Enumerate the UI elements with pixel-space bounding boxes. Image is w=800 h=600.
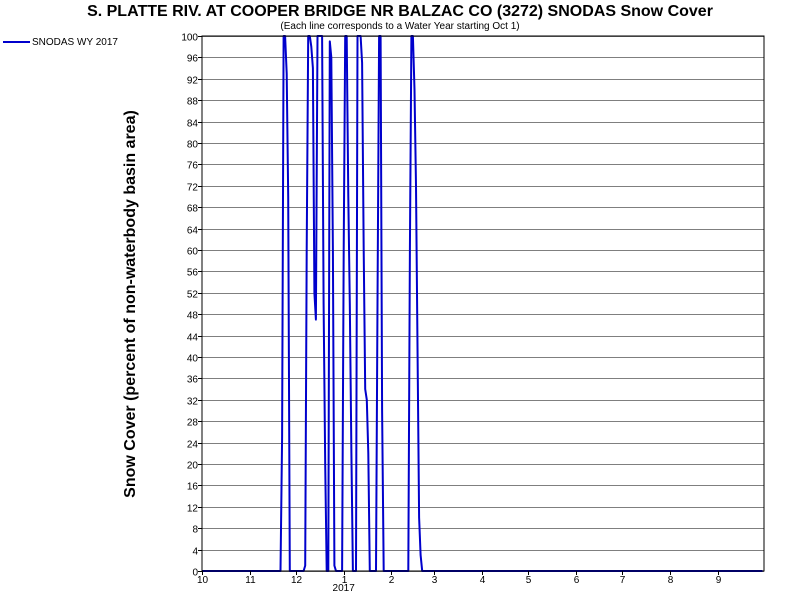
y-axis-ticks: 0481216202428323640444852566064687276808… [181, 33, 202, 579]
y-tick-label: 48 [187, 311, 199, 322]
legend-label: SNODAS WY 2017 [32, 37, 118, 48]
y-tick-label: 100 [181, 33, 198, 44]
x-tick-label: 1 [342, 575, 348, 586]
x-tick-label: 9 [716, 575, 722, 586]
y-tick-label: 0 [192, 568, 198, 579]
x-tick-label: 3 [432, 575, 438, 586]
chart-title: S. PLATTE RIV. AT COOPER BRIDGE NR BALZA… [87, 3, 713, 20]
x-tick-label: 8 [668, 575, 674, 586]
x-tick-label: 5 [526, 575, 532, 586]
y-tick-label: 40 [187, 354, 199, 365]
y-tick-label: 28 [187, 418, 199, 429]
y-tick-label: 64 [187, 226, 199, 237]
series-line [202, 35, 763, 572]
y-tick-label: 76 [187, 161, 199, 172]
y-tick-label: 68 [187, 204, 199, 215]
x-tick-label: 7 [620, 575, 626, 586]
y-tick-label: 96 [187, 54, 199, 65]
series-layer [202, 35, 763, 572]
y-tick-label: 36 [187, 375, 199, 386]
y-tick-label: 44 [187, 333, 199, 344]
y-tick-label: 24 [187, 440, 199, 451]
y-tick-label: 20 [187, 461, 199, 472]
y-tick-label: 80 [187, 140, 199, 151]
x-tick-label: 11 [245, 575, 256, 586]
y-tick-label: 60 [187, 247, 199, 258]
y-tick-label: 12 [187, 504, 199, 515]
y-tick-label: 72 [187, 183, 199, 194]
y-tick-label: 84 [187, 119, 199, 130]
y-tick-label: 52 [187, 290, 199, 301]
x-tick-label: 10 [197, 575, 209, 586]
grid [202, 36, 764, 572]
y-axis-label: Snow Cover (percent of non-waterbody bas… [122, 110, 139, 498]
x-axis-year-label: 2017 [333, 583, 356, 594]
legend: SNODAS WY 2017 [3, 37, 118, 48]
chart-subtitle: (Each line corresponds to a Water Year s… [280, 21, 519, 32]
y-tick-label: 8 [192, 525, 198, 536]
y-tick-label: 56 [187, 268, 199, 279]
x-tick-label: 4 [480, 575, 486, 586]
x-axis-ticks: 10 11 12 1 2 3 4 5 6 7 8 9 [197, 571, 722, 586]
y-tick-label: 32 [187, 397, 199, 408]
y-tick-label: 92 [187, 76, 199, 87]
y-tick-label: 88 [187, 97, 199, 108]
x-tick-label: 2 [389, 575, 395, 586]
x-tick-label: 6 [574, 575, 580, 586]
y-tick-label: 4 [192, 547, 198, 558]
y-tick-label: 16 [187, 482, 199, 493]
x-tick-label: 12 [291, 575, 303, 586]
